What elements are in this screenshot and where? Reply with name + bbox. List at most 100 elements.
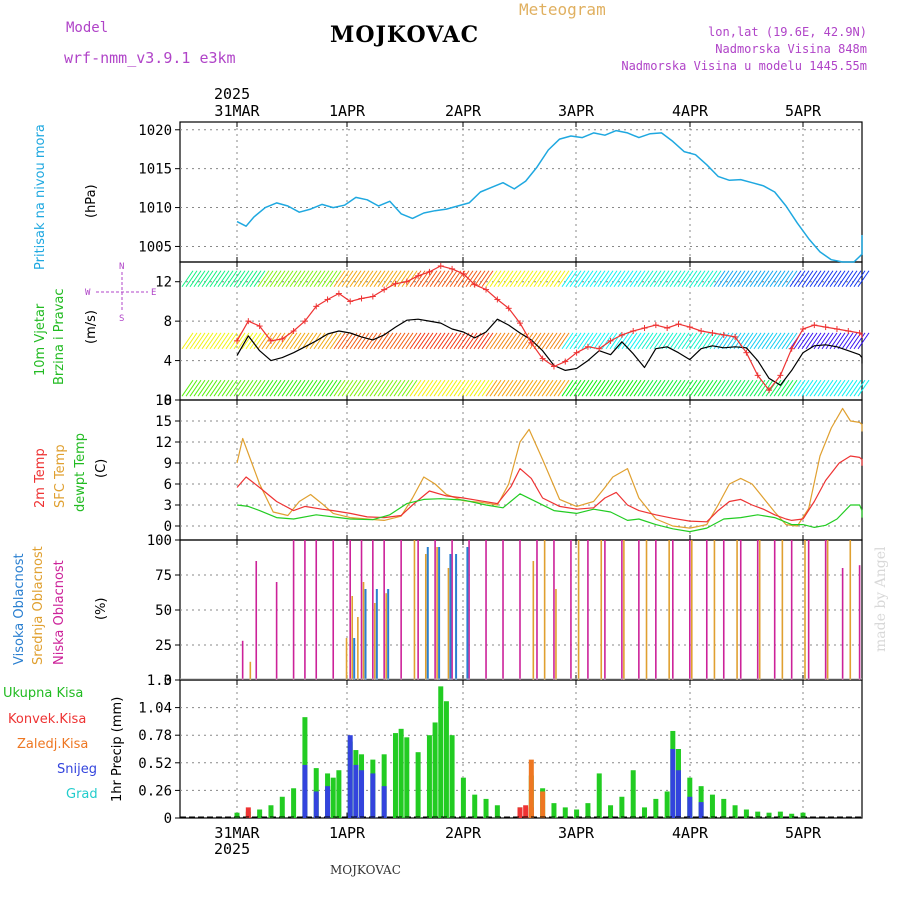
wind-barb — [301, 270, 314, 288]
temp-subtitle: SFC Temp — [53, 444, 68, 508]
precip-bar — [494, 805, 500, 818]
x-tick-label-top: 2APR — [445, 102, 482, 120]
wind-barb — [653, 379, 666, 397]
precip-bar — [426, 735, 432, 818]
precip-bar — [234, 812, 240, 818]
precip-bar — [630, 770, 636, 818]
wind-barb — [481, 379, 494, 397]
y-tick-label: 100 — [147, 533, 172, 549]
precip-bar — [370, 773, 376, 818]
wind-barb — [549, 379, 562, 397]
pressure-line — [236, 129, 863, 263]
cloud-low-title: Niska Oblacnost — [52, 560, 67, 665]
wind-barb — [273, 332, 286, 350]
wind-barb — [441, 379, 454, 397]
wind-barb — [673, 270, 686, 288]
wind-barb — [297, 270, 310, 288]
x-tick-label-bottom: 1APR — [329, 824, 366, 842]
wind-barb — [309, 379, 322, 397]
precip-bar — [743, 809, 749, 818]
wind-barb — [293, 332, 306, 350]
wind-barb — [661, 332, 674, 350]
wind-barb — [389, 270, 402, 288]
wind-barb — [401, 379, 414, 397]
precip-bar — [766, 812, 772, 818]
wind-barb — [485, 270, 498, 288]
wind-barb — [541, 270, 554, 288]
wind-barb — [697, 270, 710, 288]
wind-barb — [389, 379, 402, 397]
wind-barb — [673, 379, 686, 397]
wind-barb — [285, 270, 298, 288]
wind-barb — [237, 332, 250, 350]
wind-barb — [777, 270, 790, 288]
wind-barb — [417, 270, 430, 288]
wind-barb — [641, 332, 654, 350]
wind-barb — [709, 379, 722, 397]
wind-barb — [249, 332, 262, 350]
wind-barb — [689, 270, 702, 288]
altitude-info: Nadmorska Visina 848m — [715, 42, 867, 56]
wind-barb — [337, 270, 350, 288]
wind-barb — [309, 270, 322, 288]
wind-barb — [529, 270, 542, 288]
wind-barb — [629, 379, 642, 397]
wind-barb — [745, 332, 758, 350]
wind-barb — [289, 270, 302, 288]
wind-barb — [749, 270, 762, 288]
wind-barb — [745, 379, 758, 397]
wind-barb — [721, 332, 734, 350]
wind-barb — [245, 379, 258, 397]
wind-barb — [857, 379, 870, 397]
wind-barb — [301, 379, 314, 397]
wind-barb — [561, 332, 574, 350]
wind-barb — [209, 332, 222, 350]
wind-barb — [441, 332, 454, 350]
wind-barb — [561, 379, 574, 397]
precip-bar — [596, 773, 602, 818]
wind-barb — [657, 379, 670, 397]
wind-barb — [741, 332, 754, 350]
wind-barb — [493, 379, 506, 397]
wind-barb — [725, 270, 738, 288]
wind-barb — [489, 270, 502, 288]
wind-barb — [241, 379, 254, 397]
wind-barb — [341, 270, 354, 288]
wind-barb — [217, 332, 230, 350]
x-tick-label-top: 3APR — [558, 102, 595, 120]
wind-barb — [261, 379, 274, 397]
wind-barb — [437, 332, 450, 350]
y-tick-label: 12 — [155, 435, 172, 451]
precip-bar — [732, 805, 738, 818]
wind-barb — [533, 379, 546, 397]
wind-barb — [261, 270, 274, 288]
wind-barb — [749, 332, 762, 350]
wind-barb — [189, 379, 202, 397]
wind-barb — [609, 270, 622, 288]
wind-barb — [609, 379, 622, 397]
wind-barb — [397, 379, 410, 397]
wind-barb — [577, 379, 590, 397]
y-tick-label: 1015 — [138, 162, 172, 178]
wind-barb — [825, 332, 838, 350]
wind-barb — [525, 379, 538, 397]
wind-barb — [557, 332, 570, 350]
wind-barb — [573, 270, 586, 288]
wind-barb — [769, 270, 782, 288]
wind-barb — [181, 332, 194, 350]
wind-barb — [269, 270, 282, 288]
wind-barb — [473, 332, 486, 350]
station-title: MOJKOVAC — [330, 22, 480, 48]
x-tick-label-bottom: 2APR — [445, 824, 482, 842]
wind-barb — [353, 270, 366, 288]
wind-barb — [257, 270, 270, 288]
wind-barb — [821, 270, 834, 288]
wind-barb — [509, 270, 522, 288]
legend-snow: Snijeg — [57, 762, 97, 777]
wind-barb — [809, 332, 822, 350]
wind-barb — [225, 332, 238, 350]
wind-barb — [557, 379, 570, 397]
wind-barb — [265, 270, 278, 288]
wind-unit: (m/s) — [84, 310, 99, 344]
legend-hail: Grad — [66, 787, 98, 802]
